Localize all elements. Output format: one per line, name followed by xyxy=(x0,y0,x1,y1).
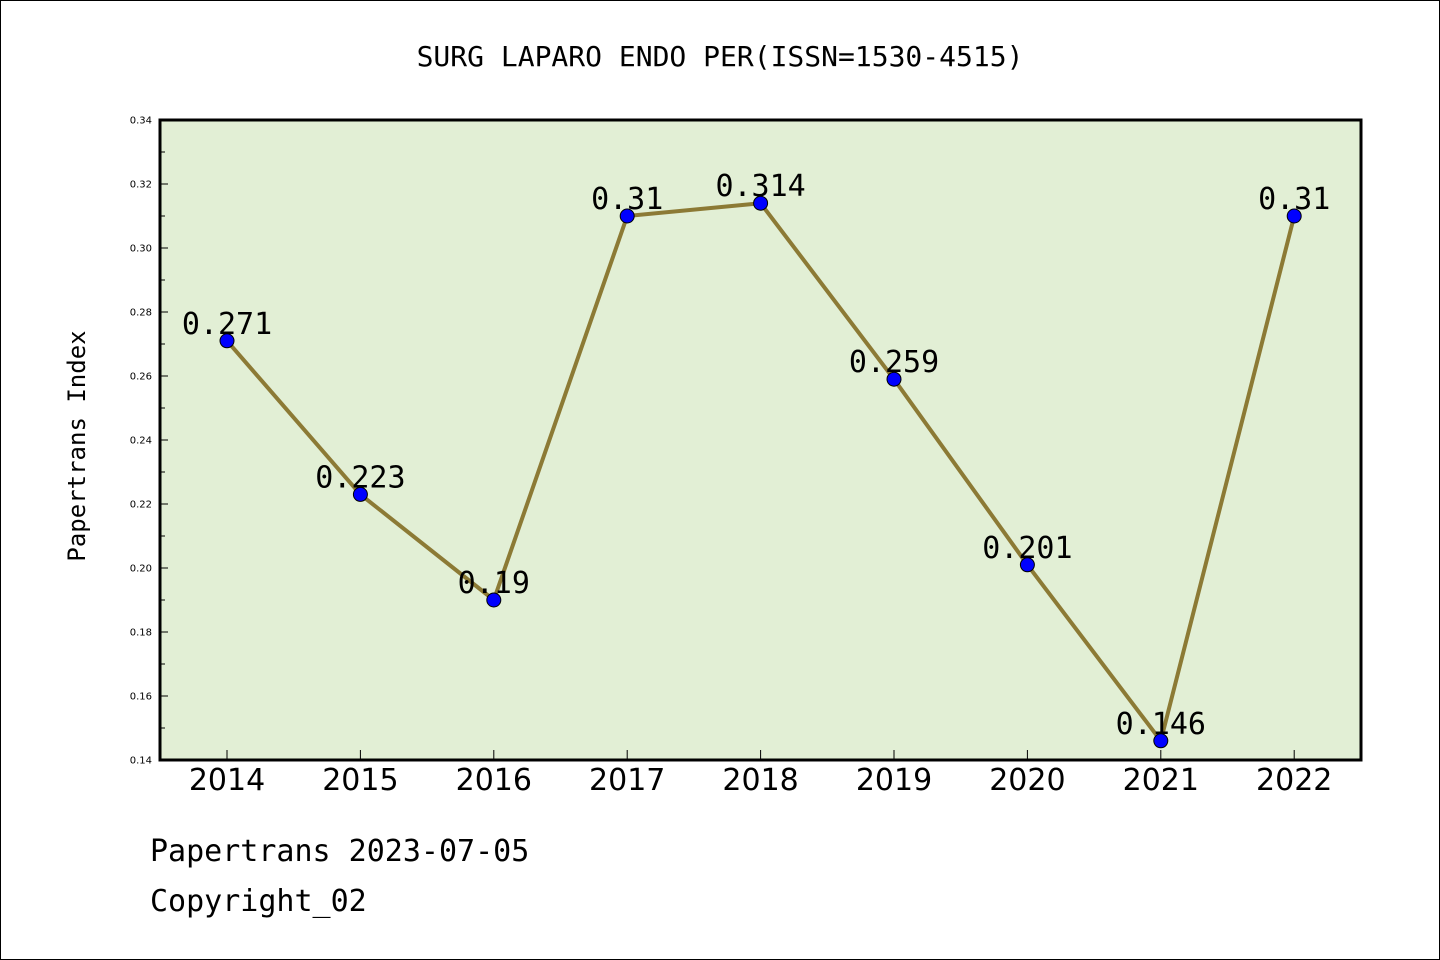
y-axis-label: Papertrans Index xyxy=(63,330,91,561)
y-tick-label: 0.32 xyxy=(130,180,152,191)
data-label: 0.19 xyxy=(458,566,530,601)
x-tick-label: 2015 xyxy=(322,763,398,798)
y-tick-label: 0.16 xyxy=(130,692,152,703)
x-tick-label: 2018 xyxy=(722,763,798,798)
series-layer: 0.271 0.223 0.19 0.31 0.314 0.259 0.201 0.146 0.… xyxy=(182,169,1330,749)
data-point xyxy=(619,208,635,224)
y-tick-label: 0.22 xyxy=(130,500,152,511)
x-tick-label: 2019 xyxy=(856,763,932,798)
data-point xyxy=(486,592,502,608)
x-tick-label: 2021 xyxy=(1123,763,1199,798)
data-point xyxy=(352,486,368,502)
data-point xyxy=(219,333,235,349)
data-label: 0.314 xyxy=(715,169,805,204)
data-point xyxy=(1019,557,1035,573)
footer-copyright: Copyright_02 xyxy=(150,884,367,919)
data-point xyxy=(1286,208,1302,224)
footer-date: Papertrans 2023-07-05 xyxy=(150,834,530,869)
plot-area xyxy=(160,120,1361,760)
y-tick-label: 0.14 xyxy=(130,756,152,767)
y-tick-label: 0.34 xyxy=(130,116,152,127)
data-label: 0.259 xyxy=(849,345,939,380)
data-label: 0.201 xyxy=(982,531,1072,566)
y-tick-label: 0.28 xyxy=(130,308,152,319)
x-tick-label: 2022 xyxy=(1256,763,1332,798)
data-label: 0.31 xyxy=(1258,182,1330,217)
x-axis: 2014 2015 2016 2017 2018 2019 2020 2021 2022 xyxy=(189,750,1332,798)
data-point xyxy=(886,371,902,387)
data-point xyxy=(753,195,769,211)
x-tick-label: 2020 xyxy=(989,763,1065,798)
data-label: 0.31 xyxy=(591,182,663,217)
x-tick-label: 2017 xyxy=(589,763,665,798)
x-tick-label: 2014 xyxy=(189,763,265,798)
data-point xyxy=(1153,733,1169,749)
data-label: 0.146 xyxy=(1116,707,1206,742)
data-label: 0.223 xyxy=(315,460,405,495)
y-tick-label: 0.30 xyxy=(130,244,152,255)
data-label: 0.271 xyxy=(182,307,272,342)
chart-title: SURG LAPARO ENDO PER(ISSN=1530-4515) xyxy=(417,40,1024,73)
y-tick-label: 0.24 xyxy=(130,436,152,447)
y-tick-label: 0.26 xyxy=(130,372,152,383)
y-tick-label: 0.18 xyxy=(130,628,152,639)
y-tick-label: 0.20 xyxy=(130,564,152,575)
plot-border xyxy=(158,118,1363,762)
x-tick-label: 2016 xyxy=(456,763,532,798)
